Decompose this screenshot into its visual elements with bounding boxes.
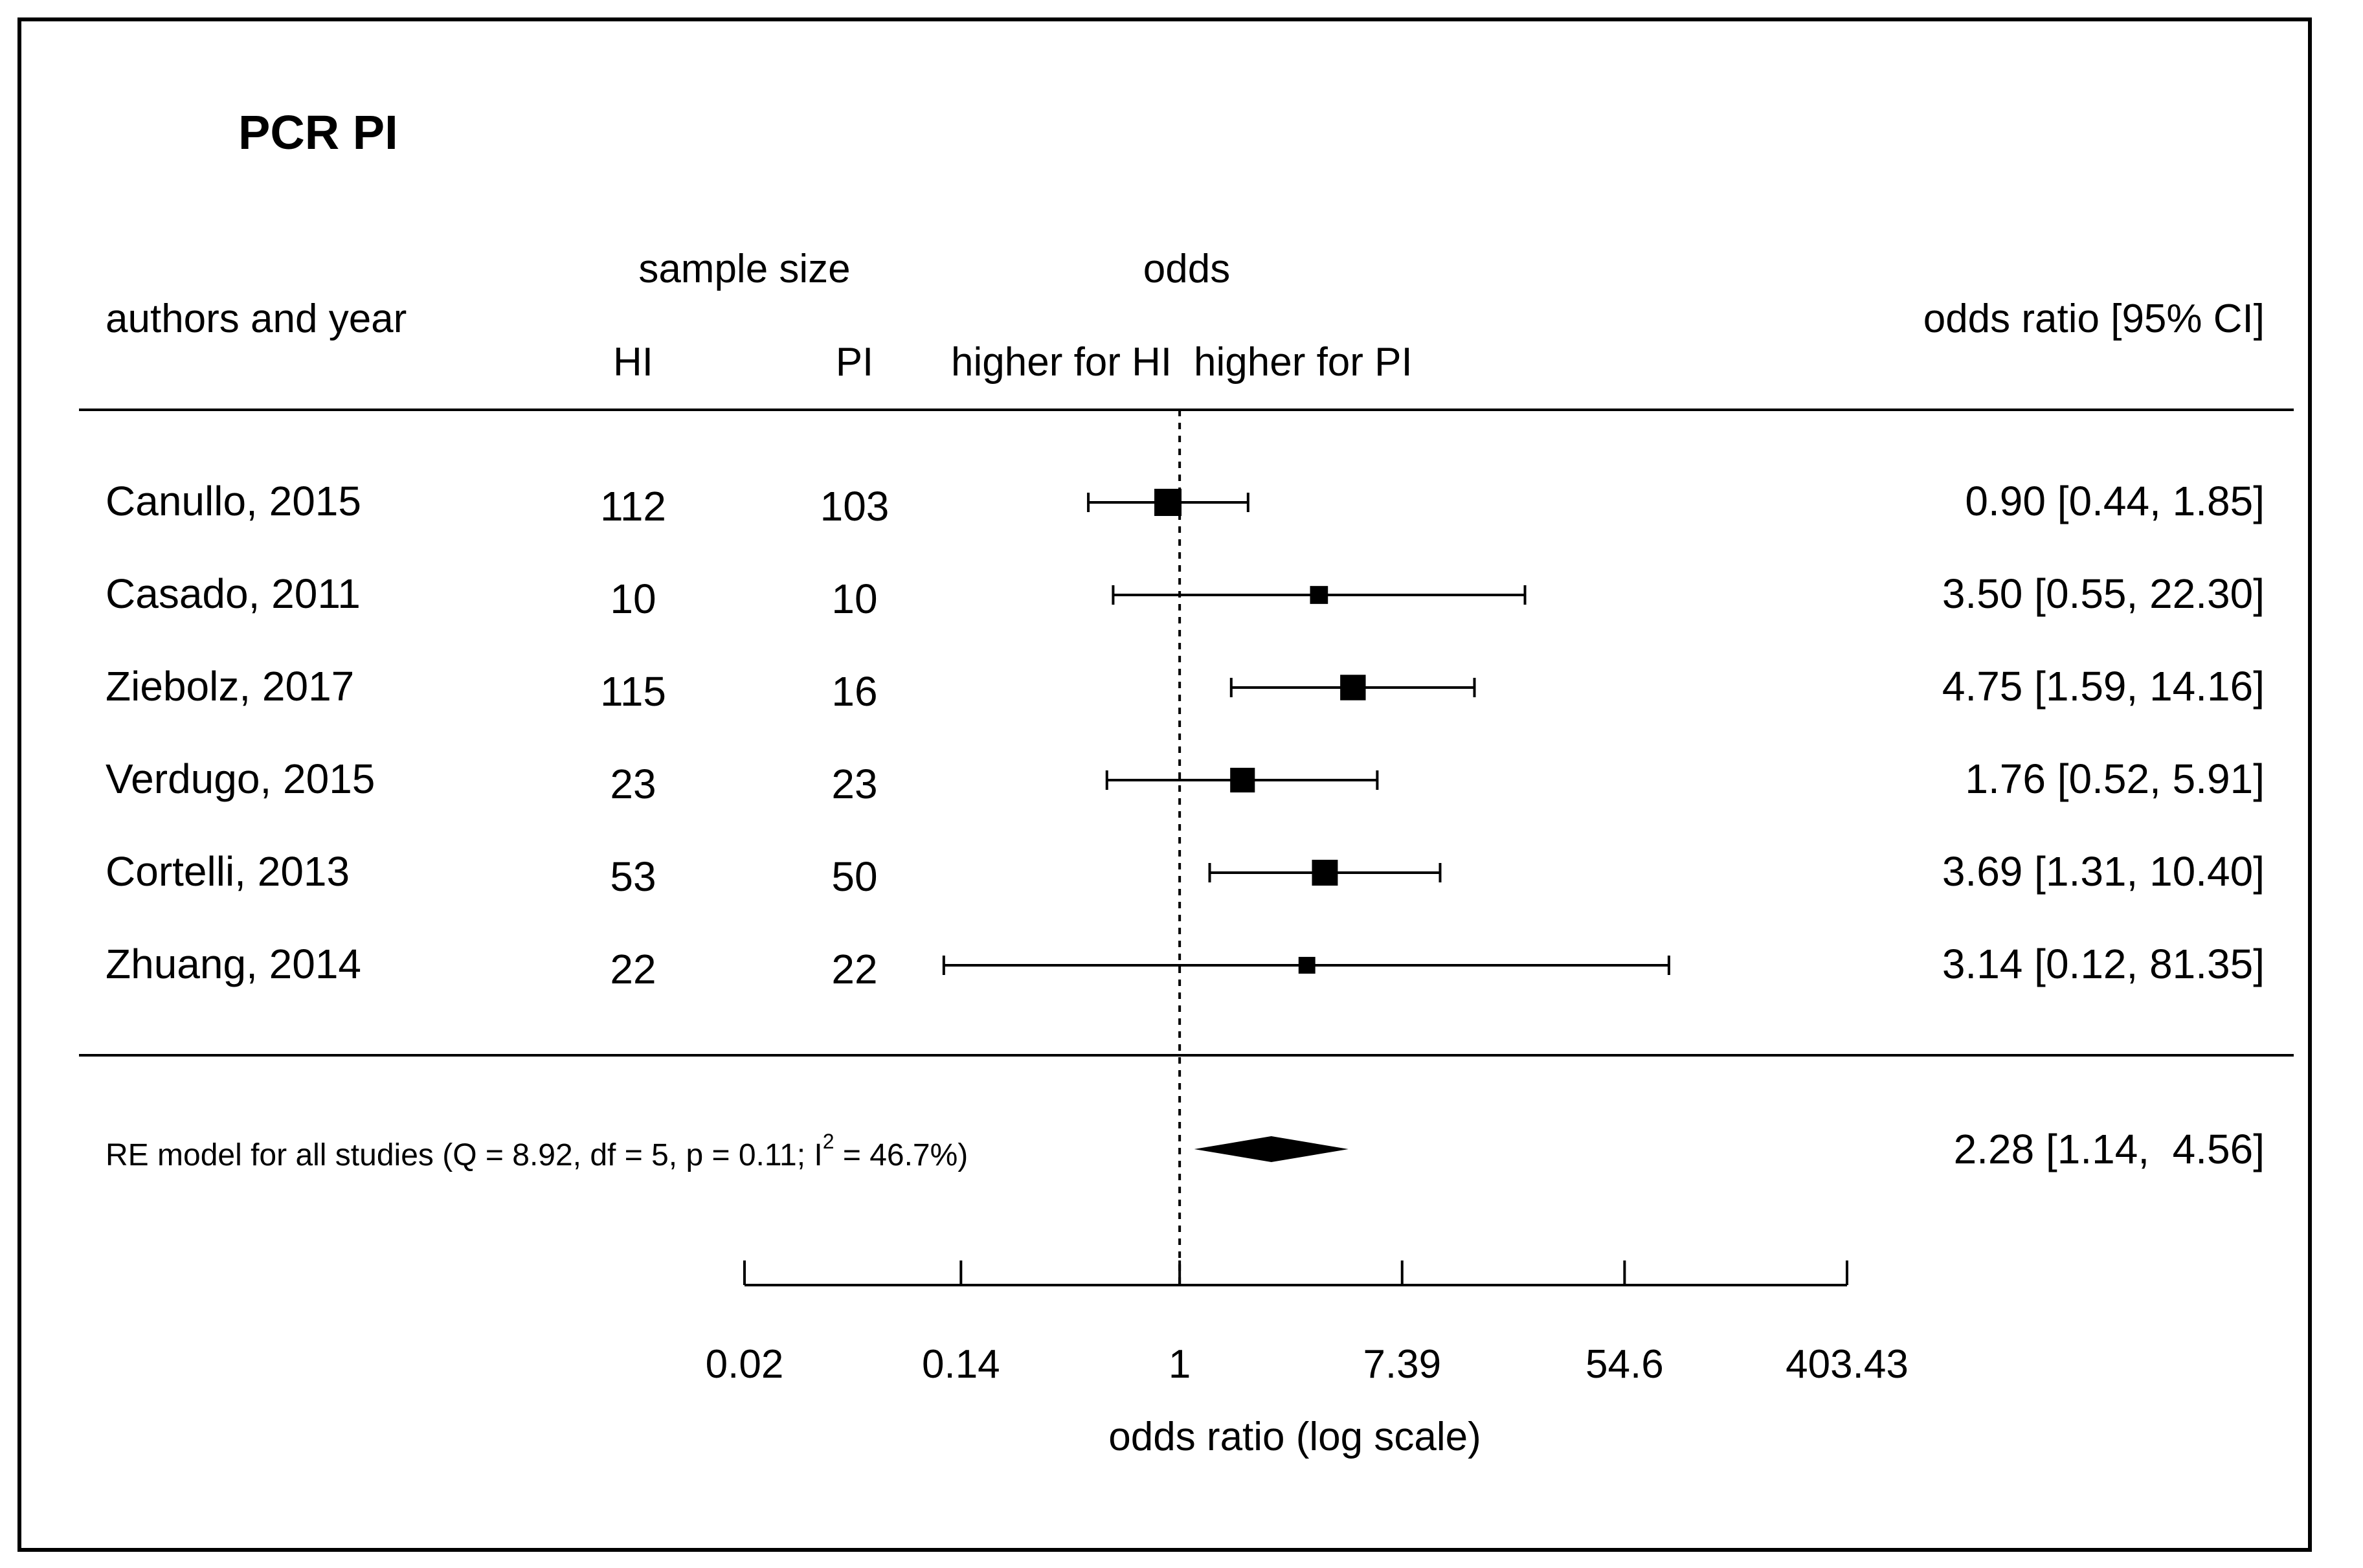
summary-row: RE model for all studies (Q = 8.92, df =… [106,1126,2265,1172]
study-label: Cortelli, 2013 [106,848,350,895]
sample-size-pi: 23 [831,761,877,807]
header-odds-ratio-ci: odds ratio [95% CI] [1923,297,2265,341]
summary-label: RE model for all studies (Q = 8.92, df =… [106,1130,968,1172]
study-label: Canullo, 2015 [106,478,361,524]
study-estimate-text: 3.69 [1.31, 10.40] [1942,848,2265,895]
point-estimate-square [1310,586,1328,604]
study-estimate-text: 1.76 [0.52, 5.91] [1965,756,2265,802]
study-estimate-text: 0.90 [0.44, 1.85] [1965,478,2265,524]
study-label: Ziebolz, 2017 [106,663,354,710]
point-estimate-square [1312,860,1338,886]
study-rows: Canullo, 2015 112 103 0.90 [0.44, 1.85] Casa… [106,478,2265,992]
summary-estimate-text: 2.28 [1.14, 4.56] [1954,1126,2265,1172]
sample-size-hi: 115 [600,668,666,715]
header-odds: odds [1143,247,1230,291]
sample-size-pi: 22 [831,946,877,992]
sample-size-hi: 10 [610,576,656,622]
x-tick-label: 403.43 [1786,1342,1909,1387]
point-estimate-square [1340,675,1366,700]
header-authors-year: authors and year [106,297,407,341]
summary-diamond [1194,1136,1349,1162]
sample-size-hi: 23 [610,761,656,807]
sample-size-hi: 53 [610,853,656,900]
header-higher-for-pi: higher for PI [1194,340,1413,385]
study-label: Verdugo, 2015 [106,756,375,802]
study-estimate-text: 4.75 [1.59, 14.16] [1942,663,2265,710]
header-pi: PI [836,340,874,385]
study-estimate-text: 3.14 [0.12, 81.35] [1942,941,2265,987]
header-hi: HI [613,340,653,385]
sample-size-pi: 10 [831,576,877,622]
x-tick-label: 1 [1169,1342,1191,1387]
figure-border [17,17,2312,1552]
point-estimate-square [1154,489,1182,516]
chart-title: PCR PI [238,106,398,159]
sample-size-pi: 50 [831,853,877,900]
point-estimate-square [1298,957,1316,974]
x-tick-label: 7.39 [1363,1342,1441,1387]
sample-size-pi: 16 [831,668,877,715]
study-estimate-text: 3.50 [0.55, 22.30] [1942,570,2265,617]
x-tick-label: 0.14 [922,1342,1000,1387]
sample-size-hi: 112 [600,483,666,530]
x-axis: 0.02 0.14 1 7.39 54.6 403.43 [706,1260,1909,1387]
sample-size-hi: 22 [610,946,656,992]
sample-size-pi: 103 [820,483,890,530]
x-axis-label: odds ratio (log scale) [1108,1415,1481,1459]
study-label: Casado, 2011 [106,570,361,617]
point-estimate-square [1230,767,1255,793]
header-higher-for-hi: higher for HI [951,340,1172,385]
x-tick-label: 0.02 [706,1342,784,1387]
study-label: Zhuang, 2014 [106,941,361,987]
header-sample-size: sample size [638,247,850,291]
x-tick-label: 54.6 [1585,1342,1664,1387]
